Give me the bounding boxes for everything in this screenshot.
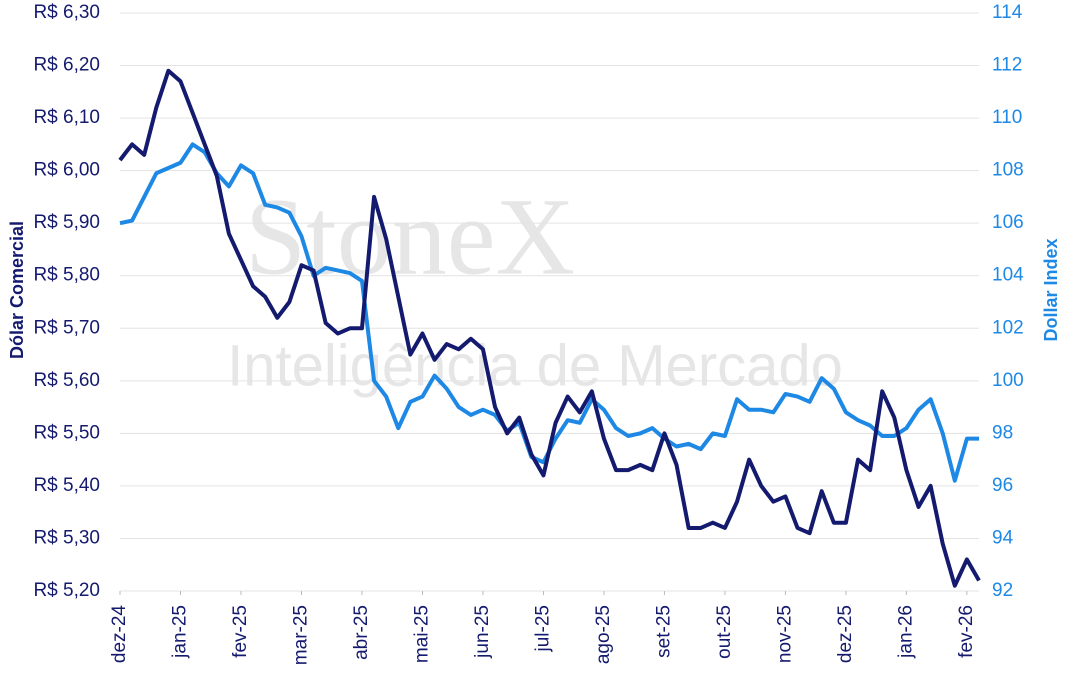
x-tick-label: mai-25 — [411, 605, 432, 663]
y2-tick-label: 112 — [992, 55, 1022, 76]
x-tick-label: nov-25 — [774, 605, 795, 663]
y2-tick-label: 94 — [992, 527, 1014, 548]
x-tick-label: jan-26 — [895, 605, 916, 659]
y2-tick-label: 100 — [992, 370, 1024, 391]
y2-tick-label: 98 — [992, 422, 1013, 443]
x-tick-label: jun-25 — [472, 605, 493, 659]
x-tick-label: fev-25 — [230, 605, 251, 658]
y-tick-label: R$ 6,00 — [33, 160, 100, 181]
y-tick-label: R$ 5,50 — [33, 422, 100, 443]
watermark: StoneX — [245, 175, 575, 297]
y-tick-label: R$ 5,90 — [33, 212, 100, 233]
x-tick-label: mar-25 — [290, 605, 311, 665]
series-line — [118, 68, 981, 588]
y-tick-label: R$ 5,40 — [33, 475, 100, 496]
y2-tick-label: 92 — [992, 580, 1013, 601]
y-tick-label: R$ 5,70 — [33, 317, 100, 338]
y2-tick-label: 104 — [992, 265, 1024, 286]
x-tick-label: ago-25 — [593, 605, 614, 664]
x-tick-label: dez-25 — [835, 605, 856, 663]
y-tick-label: R$ 5,80 — [33, 265, 100, 286]
x-tick-label: fev-26 — [956, 605, 977, 658]
y2-tick-label: 108 — [992, 160, 1024, 181]
x-tick-label: jul-25 — [532, 605, 553, 652]
y2-tick-label: 106 — [992, 212, 1024, 233]
y2-tick-label: 102 — [992, 317, 1024, 338]
x-tick-label: out-25 — [714, 605, 735, 659]
y-tick-label: R$ 6,20 — [33, 55, 100, 76]
y2-axis-label: Dollar Index — [1041, 238, 1061, 341]
y2-tick-label: 114 — [992, 2, 1023, 23]
x-tick-label: abr-25 — [351, 605, 372, 660]
y-tick-label: R$ 5,30 — [33, 527, 100, 548]
y-tick-label: R$ 6,30 — [33, 2, 100, 23]
y-tick-label: R$ 5,60 — [33, 370, 100, 391]
y-axis-label: Dólar Comercial — [7, 221, 27, 359]
y2-tick-label: 96 — [992, 475, 1013, 496]
x-tick-label: dez-24 — [109, 605, 130, 664]
x-tick-label: jan-25 — [170, 605, 191, 659]
y-tick-label: R$ 6,10 — [33, 107, 100, 128]
watermark-subtitle: Inteligência de Mercado — [227, 333, 843, 398]
y2-tick-label: 110 — [992, 107, 1022, 128]
y-tick-label: R$ 5,20 — [33, 580, 100, 601]
x-tick-label: set-25 — [653, 605, 674, 658]
